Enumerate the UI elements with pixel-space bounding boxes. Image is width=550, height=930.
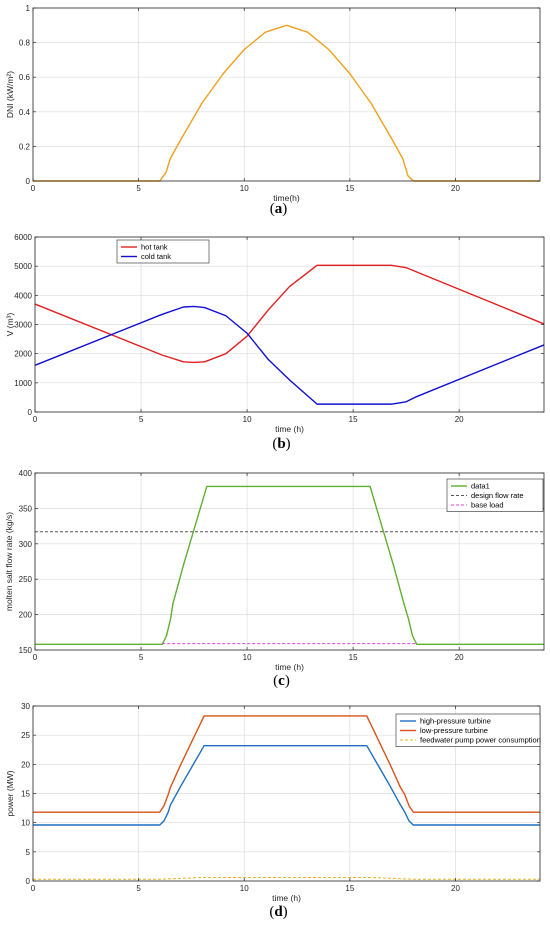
x-axis-label: time (h) (275, 662, 304, 672)
chart-panel-a: 0 5 10 15 20 0 0.2 0.4 0.6 0.8 1 time(h) DNI (kW/m²)… (5, 4, 541, 217)
y-tick-label: 20 (21, 760, 30, 769)
axes-box (34, 472, 545, 651)
axes-box (32, 7, 541, 182)
caption-letter: c (278, 673, 285, 689)
x-tick-label: 20 (451, 884, 460, 893)
y-tick-label: 10 (21, 819, 30, 828)
x-tick-label: 15 (345, 184, 354, 193)
legend-label: low-pressure turbine (420, 726, 488, 735)
y-tick-label: 150 (19, 646, 33, 655)
x-tick-label: 15 (349, 415, 358, 424)
caption-open-paren: ( (273, 673, 278, 689)
caption-close-paren: ) (286, 436, 291, 452)
legend-label: data1 (471, 482, 490, 491)
x-tick-label: 10 (243, 415, 252, 424)
chart-panel-c: 0 5 10 15 20 150 200 250 300 350 400 time (h) molten… (4, 469, 545, 689)
y-tick-label: 5000 (14, 262, 32, 271)
x-tick-label: 15 (349, 653, 358, 662)
y-tick-label: 350 (19, 504, 33, 513)
x-axis-label: time (h) (275, 424, 304, 434)
series-line-high-pressure-turbine (33, 744, 540, 826)
y-tick-label: 6000 (14, 233, 32, 242)
y-axis-label: V (m³) (5, 313, 15, 337)
y-tick-label: 200 (19, 611, 33, 620)
series-line-data1 (35, 485, 544, 646)
y-tick-label: 0.4 (19, 108, 31, 117)
x-tick-label: 5 (139, 653, 144, 662)
x-tick-label: 5 (136, 884, 141, 893)
legend-label: cold tank (141, 252, 171, 261)
x-tick-label: 10 (243, 653, 252, 662)
x-tick-label: 0 (33, 653, 38, 662)
series-line-cold-tank (34, 305, 545, 405)
legend-label: base load (471, 501, 504, 510)
x-tick-label: 20 (451, 184, 460, 193)
y-tick-label: 3000 (14, 321, 32, 330)
x-tick-label: 10 (240, 184, 249, 193)
x-tick-label: 20 (455, 415, 464, 424)
y-axis-label: power (MW) (5, 770, 15, 816)
x-tick-label: 5 (136, 184, 141, 193)
chart-panel-d: 0 5 10 15 20 0 5 10 15 20 25 30 time (h) power (MW) hi… (5, 702, 541, 920)
caption-open-paren: ( (272, 436, 277, 452)
caption-open-paren: ( (269, 904, 274, 920)
y-tick-label: 0.8 (19, 39, 31, 48)
y-tick-label: 5 (26, 848, 31, 857)
series-line-dni (33, 24, 540, 182)
caption-close-paren: ) (283, 904, 288, 920)
x-tick-label: 5 (139, 415, 144, 424)
legend-label: design flow rate (471, 491, 524, 500)
legend-label: feedwater pump power consumption (420, 736, 541, 745)
legend-label: hot tank (141, 243, 168, 252)
x-axis-label: time(h) (273, 193, 300, 203)
y-tick-label: 400 (19, 469, 33, 478)
caption-letter: a (275, 201, 283, 217)
y-tick-label: 30 (21, 702, 30, 711)
x-tick-label: 15 (345, 884, 354, 893)
y-tick-label: 0 (26, 177, 31, 186)
y-tick-label: 2000 (14, 350, 32, 359)
y-tick-label: 0 (28, 408, 33, 417)
y-tick-label: 15 (21, 790, 30, 799)
y-tick-label: 300 (19, 540, 33, 549)
y-tick-label: 1000 (14, 379, 32, 388)
panel-caption: (b) (272, 436, 290, 452)
plot-area (33, 8, 540, 181)
panel-caption: (c) (273, 673, 290, 689)
panel-caption: (a) (270, 201, 288, 217)
y-tick-label: 250 (19, 575, 33, 584)
x-tick-label: 0 (31, 184, 36, 193)
y-axis-label: molten salt flow rate (kg/s) (4, 512, 14, 611)
x-tick-label: 20 (455, 653, 464, 662)
series-line-low-pressure-turbine (33, 715, 540, 813)
y-axis-label: DNI (kW/m²) (5, 71, 15, 118)
legend-label: high-pressure turbine (420, 717, 491, 726)
x-tick-label: 10 (240, 884, 249, 893)
y-tick-label: 4000 (14, 291, 32, 300)
chart-panel-b: 0 5 10 15 20 0 1000 2000 3000 4000 5000 6000 time (h… (5, 233, 545, 452)
x-tick-label: 0 (33, 415, 38, 424)
y-tick-label: 25 (21, 731, 30, 740)
y-tick-label: 0.2 (19, 142, 31, 151)
caption-letter: d (274, 904, 283, 920)
y-tick-label: 0.6 (19, 73, 31, 82)
caption-open-paren: ( (270, 201, 275, 217)
panel-caption: (d) (269, 904, 287, 920)
x-axis-label: time (h) (272, 893, 301, 903)
legend-box (395, 713, 541, 747)
caption-close-paren: ) (282, 201, 287, 217)
caption-close-paren: ) (285, 673, 290, 689)
x-tick-label: 0 (31, 884, 36, 893)
legend-box (116, 239, 210, 264)
y-tick-label: 0 (26, 877, 31, 886)
caption-letter: b (277, 436, 285, 452)
series-line-hot-tank (34, 264, 545, 364)
y-tick-label: 1 (26, 4, 31, 13)
